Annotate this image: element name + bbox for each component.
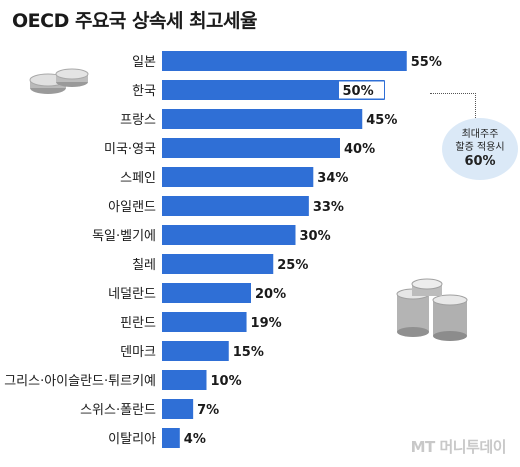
highlight-box	[338, 80, 385, 100]
category-label: 미국·영국	[104, 142, 156, 157]
annotation-value: 60%	[464, 154, 496, 169]
watermark-logo: MT 머니투데이	[410, 438, 507, 456]
bar	[162, 312, 247, 332]
bar	[162, 138, 340, 158]
value-label: 4%	[184, 432, 206, 447]
coin-stack-icon-left	[29, 68, 89, 94]
value-label: 30%	[300, 229, 331, 244]
bar	[162, 341, 229, 361]
bar	[162, 370, 207, 390]
bar	[162, 254, 274, 274]
value-label: 20%	[255, 287, 286, 302]
bar	[162, 428, 180, 448]
category-label: 네덜란드	[108, 287, 156, 302]
bar	[162, 167, 314, 187]
value-label: 34%	[317, 171, 348, 186]
category-label: 스페인	[120, 171, 156, 186]
category-label: 이탈리아	[108, 432, 156, 447]
category-label: 스위스·폴란드	[80, 403, 156, 418]
category-label: 그리스·아이슬란드·튀르키예	[4, 374, 156, 389]
value-label: 50%	[343, 84, 374, 99]
callout-connector	[430, 93, 476, 120]
bar	[162, 80, 385, 100]
value-label: 7%	[197, 403, 219, 418]
annotation-line-2: 할증 적용시	[455, 142, 505, 153]
value-label: 15%	[233, 345, 264, 360]
category-label: 핀란드	[120, 316, 156, 331]
category-label: 한국	[132, 84, 156, 99]
annotation-line-1: 최대주주	[461, 129, 499, 140]
category-label: 프랑스	[120, 113, 156, 128]
value-label: 33%	[313, 200, 344, 215]
category-label: 독일·벨기에	[92, 229, 156, 244]
category-label: 덴마크	[120, 345, 156, 360]
bar	[162, 196, 309, 216]
bar	[162, 51, 407, 71]
value-label: 45%	[366, 113, 397, 128]
chart-title: OECD 주요국 상속세 최고세율	[12, 10, 258, 32]
coin-stack-icon-right	[396, 278, 468, 341]
bar	[162, 225, 296, 245]
value-label: 55%	[411, 55, 442, 70]
value-label: 19%	[251, 316, 282, 331]
category-label: 일본	[132, 55, 156, 70]
value-label: 40%	[344, 142, 375, 157]
category-label: 칠레	[132, 258, 156, 273]
value-label: 25%	[277, 258, 308, 273]
annotation-bubble: 최대주주 할증 적용시 60%	[442, 118, 518, 180]
value-label: 10%	[211, 374, 242, 389]
bar	[162, 283, 251, 303]
category-label: 아일랜드	[108, 200, 156, 215]
bar	[162, 109, 363, 129]
bar	[162, 399, 194, 419]
